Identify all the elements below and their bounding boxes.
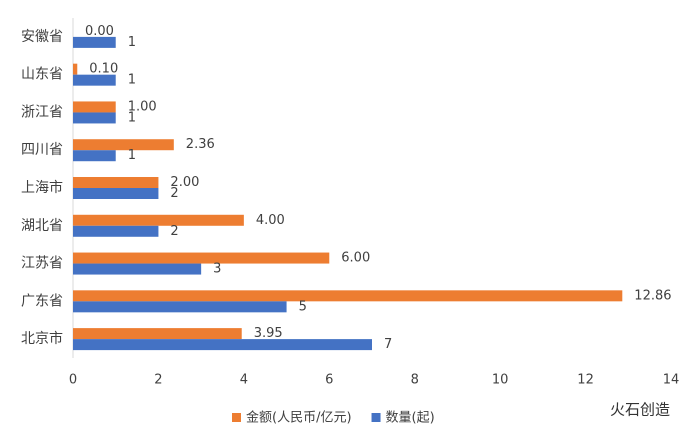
x-tick-label: 12	[577, 373, 594, 388]
value-label: 1	[128, 73, 136, 88]
value-label: 1	[128, 35, 136, 50]
bar	[73, 177, 159, 188]
bar	[73, 252, 330, 264]
value-label: 0.00	[85, 24, 114, 39]
value-label: 2.36	[186, 137, 215, 152]
value-label: 2	[170, 186, 178, 201]
legend-label: 金额(人民币/亿元)	[246, 410, 352, 426]
y-tick-label: 湖北省	[21, 218, 63, 234]
bar	[73, 225, 159, 237]
y-tick-label: 北京市	[21, 330, 63, 347]
y-tick-label: 上海市	[21, 179, 63, 196]
bar	[73, 290, 623, 302]
bar	[73, 188, 159, 199]
x-tick-label: 14	[663, 373, 680, 388]
legend-label: 数量(起)	[386, 411, 435, 426]
value-label: 6.00	[341, 251, 370, 266]
value-label: 4.00	[256, 213, 285, 228]
bar	[73, 214, 244, 226]
x-tick-label: 2	[154, 373, 162, 388]
bar	[73, 101, 116, 113]
y-tick-label: 四川省	[21, 142, 63, 158]
bar	[73, 112, 116, 124]
x-tick-label: 8	[411, 373, 419, 388]
x-tick-label: 4	[240, 373, 248, 388]
bar	[73, 36, 116, 48]
value-label: 1	[128, 110, 136, 125]
y-tick-label: 山东省	[21, 67, 63, 83]
bar	[73, 263, 202, 275]
value-label: 5	[299, 299, 307, 314]
watermark: 火石创造	[610, 401, 670, 419]
bar	[73, 339, 372, 351]
bar	[73, 63, 78, 75]
bar	[73, 139, 174, 151]
x-tick-label: 6	[325, 373, 333, 388]
bar	[73, 74, 116, 86]
x-tick-label: 0	[69, 373, 77, 388]
value-label: 3.95	[254, 326, 283, 341]
y-tick-label: 浙江省	[21, 104, 63, 120]
value-label: 1	[128, 148, 136, 163]
y-tick-label: 江苏省	[21, 256, 63, 272]
value-label: 3	[213, 262, 221, 277]
value-label: 12.86	[634, 288, 671, 303]
legend-swatch	[371, 413, 381, 422]
value-label: 1.00	[128, 99, 157, 114]
bar	[73, 301, 287, 313]
bar	[73, 328, 242, 340]
value-label: 2	[170, 224, 178, 239]
value-label: 7	[384, 337, 392, 352]
y-tick-label: 安徽省	[21, 29, 63, 45]
value-label: 2.00	[170, 175, 199, 190]
value-label: 0.10	[89, 62, 118, 77]
x-tick-label: 10	[492, 373, 509, 388]
bar	[73, 150, 116, 162]
y-tick-label: 广东省	[21, 293, 63, 309]
legend-swatch	[232, 413, 241, 422]
